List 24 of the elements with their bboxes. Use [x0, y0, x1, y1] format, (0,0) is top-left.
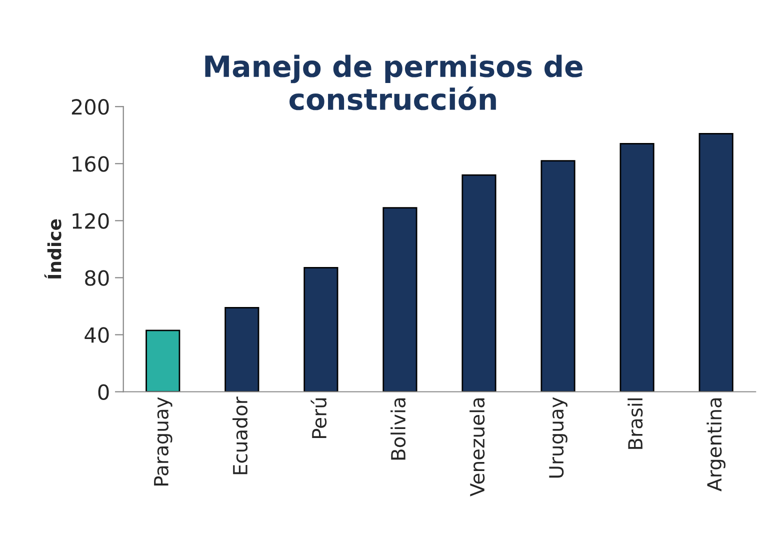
x-tick-label: Uruguay — [549, 397, 568, 478]
x-tick-label: Bolivia — [390, 398, 406, 460]
x-tick-label: Ecuador — [232, 396, 248, 474]
bar — [540, 160, 576, 392]
x-tick-label: Paraguay — [154, 397, 172, 486]
y-tick-label: 80 — [85, 270, 109, 286]
bar — [382, 207, 418, 392]
x-tick-label: Venezuela — [470, 398, 485, 496]
bar — [146, 330, 180, 392]
y-axis-title: Índice — [44, 219, 62, 278]
bar — [304, 267, 338, 392]
y-tick-label: 40 — [84, 327, 109, 343]
bar — [620, 142, 654, 392]
x-tick-label: Perú — [310, 398, 327, 438]
y-tick-label: 160 — [72, 156, 109, 172]
bar — [224, 306, 260, 392]
y-tick-label: 200 — [72, 99, 109, 115]
chart-title: Manejo de permisos de construcción — [205, 54, 582, 110]
bar — [462, 174, 496, 392]
y-tick-label: 0 — [98, 384, 109, 400]
x-tick-label: Argentina — [706, 398, 726, 492]
y-tick-label: 120 — [72, 213, 109, 229]
bar — [698, 132, 734, 392]
x-tick-label: Brasil — [628, 398, 643, 449]
